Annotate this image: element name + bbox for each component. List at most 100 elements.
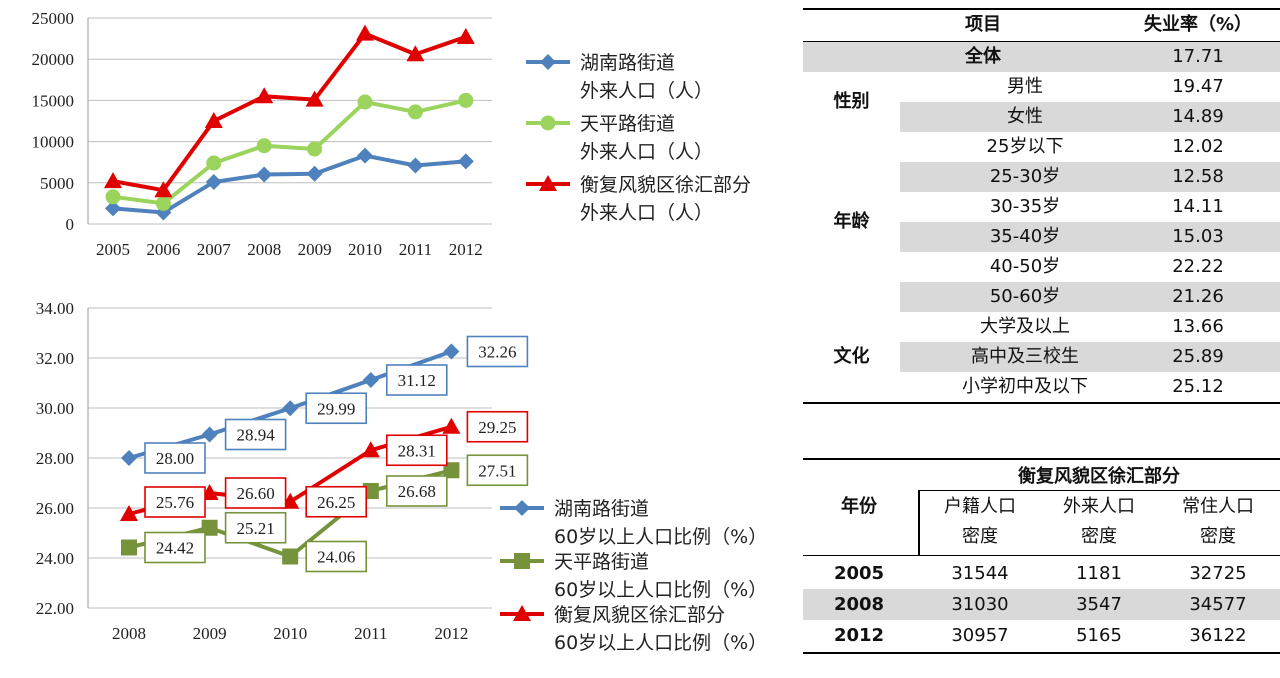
- legend-label: 外来人口（人）: [580, 202, 713, 224]
- data-point: [407, 104, 423, 120]
- table-rule-header: [803, 41, 1280, 42]
- legend-label: 衡复风貌区徐汇部分: [554, 604, 725, 626]
- data-label: 25.76: [156, 493, 194, 512]
- density-cell: 36122: [1189, 625, 1247, 646]
- row-label: 高中及三校生: [971, 346, 1079, 367]
- group-label: 性别: [833, 91, 870, 112]
- year-cell: 2008: [833, 594, 885, 615]
- year-header: 年份: [841, 496, 877, 517]
- data-point: [357, 94, 373, 110]
- data-point: [457, 153, 474, 170]
- data-point: [155, 195, 171, 211]
- data-label: 25.21: [236, 519, 274, 538]
- data-point: [456, 27, 475, 44]
- data-label: 24.42: [156, 539, 194, 558]
- x-tick-label: 2008: [247, 240, 281, 259]
- y-tick-label: 20000: [32, 50, 75, 69]
- table-rule-header: [803, 555, 1280, 556]
- data-point: [407, 157, 424, 174]
- data-label: 26.25: [317, 493, 355, 512]
- data-label-box: [305, 392, 368, 425]
- row-value: 19.47: [1172, 76, 1224, 97]
- legend-label: 60岁以上人口比例（%）: [554, 632, 767, 654]
- elderly-ratio-chart: 22.00 24.00 26.00 28.00 30.00 32.00 34.00 2008 2…: [36, 299, 767, 654]
- row-label: 女性: [1007, 106, 1043, 127]
- column-header: 密度: [962, 526, 998, 547]
- unemployment-table: 项目 失业率（%） 全体 17.71 男性 19.47 女性 14.89 性别 25岁以下 12.0…: [803, 8, 1280, 406]
- density-table: 衡复风貌区徐汇部分 年份 户籍人口 密度 外来人口 密度 常住人口 密度 2005 31544 11…: [803, 458, 1280, 654]
- header-item: 项目: [965, 14, 1001, 35]
- data-point: [256, 138, 272, 154]
- row-value: 14.89: [1172, 106, 1224, 127]
- row-label: 40-50岁: [989, 256, 1061, 277]
- header-rate: 失业率（%）: [1143, 14, 1253, 35]
- series-line: [112, 153, 466, 215]
- table-rule-bottom: [803, 652, 1280, 654]
- row-value: 12.02: [1172, 136, 1224, 157]
- legend-label: 60岁以上人口比例（%）: [554, 526, 767, 548]
- data-point: [282, 548, 299, 565]
- data-point: [255, 87, 274, 104]
- row-value: 12.58: [1172, 166, 1224, 187]
- legend-label: 天平路街道: [554, 551, 649, 573]
- row-value: 22.22: [1172, 256, 1224, 277]
- legend-marker: [514, 500, 530, 516]
- x-tick-label: 2011: [399, 240, 432, 259]
- legend-marker: [539, 175, 557, 191]
- data-label: 29.25: [478, 418, 516, 437]
- x-tick-label: 2005: [96, 240, 130, 259]
- y-tick-label: 34.00: [36, 299, 74, 318]
- legend-marker: [513, 605, 531, 621]
- y-tick-label: 30.00: [36, 399, 74, 418]
- y-tick-label: 15000: [32, 91, 75, 110]
- data-point: [443, 462, 460, 479]
- data-point: [356, 24, 374, 41]
- x-tick-label: 2011: [354, 624, 387, 643]
- row-shade: [803, 589, 1280, 620]
- legend-label: 湖南路街道: [580, 52, 675, 74]
- data-point: [120, 505, 138, 521]
- column-header: 密度: [1200, 526, 1236, 547]
- data-point: [307, 141, 323, 157]
- data-point: [362, 372, 379, 388]
- overall-label: 全体: [965, 46, 1001, 67]
- data-label: 28.00: [156, 449, 194, 468]
- row-value: 25.89: [1172, 346, 1224, 367]
- data-point: [443, 343, 460, 360]
- data-label-box: [385, 364, 448, 396]
- x-tick-label: 2007: [197, 240, 232, 259]
- density-cell: 3547: [1076, 594, 1122, 615]
- y-tick-label: 10000: [32, 133, 75, 152]
- row-shade: [900, 342, 1280, 372]
- title-rule: [918, 490, 1280, 491]
- x-tick-label: 2008: [112, 624, 146, 643]
- data-point: [201, 426, 218, 443]
- density-cell: 34577: [1189, 594, 1247, 615]
- row-value: 25.12: [1172, 376, 1224, 397]
- data-label-box: [385, 475, 448, 507]
- row-label: 35-40岁: [989, 226, 1061, 247]
- column-header: 常住人口: [1182, 496, 1254, 517]
- group-label: 年龄: [833, 211, 870, 232]
- density-cell: 1181: [1076, 563, 1122, 584]
- density-cell: 5165: [1076, 625, 1122, 646]
- row-shade: [900, 222, 1280, 252]
- data-point: [205, 173, 222, 190]
- density-cell: 30957: [951, 625, 1009, 646]
- data-label: 26.60: [236, 484, 274, 503]
- data-point: [104, 172, 122, 189]
- data-label-box: [466, 454, 529, 487]
- data-point: [458, 92, 474, 108]
- data-point: [121, 539, 137, 556]
- x-tick-label: 2009: [193, 624, 227, 643]
- data-label-box: [144, 486, 206, 518]
- density-cell: 32725: [1189, 563, 1247, 584]
- data-label-box: [144, 531, 206, 564]
- y-tick-label: 28.00: [36, 449, 74, 468]
- table-rule-top: [803, 8, 1280, 10]
- row-value: 13.66: [1172, 316, 1224, 337]
- y-tick-label: 32.00: [36, 349, 74, 368]
- y-tick-label: 5000: [40, 174, 74, 193]
- row-label: 30-35岁: [989, 196, 1061, 217]
- data-point: [256, 166, 273, 183]
